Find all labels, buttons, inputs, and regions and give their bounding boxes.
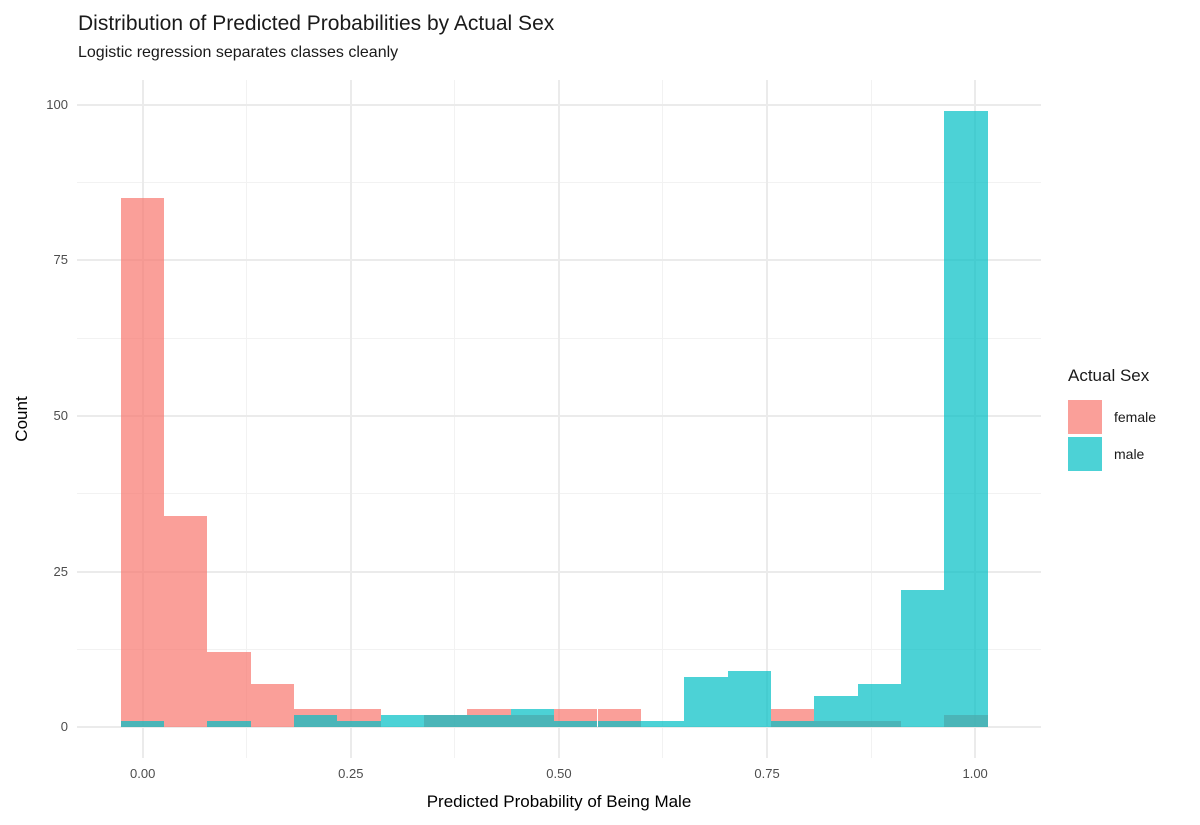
y-tick-label: 0 [60, 719, 68, 735]
gridline-x-major [557, 80, 560, 758]
gridline-x-minor [870, 80, 872, 758]
chart-title: Distribution of Predicted Probabilities … [78, 12, 555, 35]
legend-item-male: male [1068, 437, 1156, 471]
bar-male [770, 720, 815, 728]
bar-male [597, 720, 641, 728]
gridline-x-minor [246, 80, 248, 758]
bar-male [684, 677, 728, 728]
bar-male [337, 720, 381, 728]
bar-female [250, 683, 295, 728]
bar-male [727, 671, 771, 728]
bar-male [814, 696, 858, 728]
bar-male [944, 110, 988, 728]
bar-male [207, 720, 251, 728]
male-color-swatch [1068, 437, 1102, 471]
x-tick-label: 0.25 [338, 766, 364, 781]
y-axis-title: Count [12, 396, 31, 442]
bar-female [120, 197, 165, 728]
legend-title: Actual Sex [1068, 366, 1150, 385]
gridline-x-minor [454, 80, 456, 758]
y-tick-label: 25 [53, 563, 68, 579]
bar-male [424, 714, 468, 728]
y-tick-label: 50 [53, 407, 68, 423]
bar-male [554, 720, 598, 728]
gridline-x-major [349, 80, 352, 758]
plot-panel [77, 80, 1041, 758]
legend-label-male: male [1114, 446, 1145, 462]
bar-male [510, 708, 555, 728]
bar-male [857, 683, 901, 728]
x-axis-title: Predicted Probability of Being Male [426, 792, 692, 811]
bar-male [120, 720, 165, 728]
bar-male [467, 714, 511, 728]
bar-male [900, 590, 945, 728]
gridline-x-major [766, 80, 769, 758]
legend-label-female: female [1114, 409, 1157, 425]
legend-item-female: female [1068, 400, 1156, 434]
chart-subtitle: Logistic regression separates classes cl… [78, 44, 399, 61]
bar-male [380, 714, 425, 728]
x-tick-label: 0.00 [130, 766, 156, 781]
bar-female [164, 515, 208, 728]
x-tick-label: 0.75 [754, 766, 780, 781]
legend: Actual Sex female male [1068, 366, 1156, 474]
female-color-swatch [1068, 400, 1102, 434]
bar-male [640, 720, 685, 728]
y-tick-label: 100 [46, 96, 68, 112]
gridline-x-minor [662, 80, 664, 758]
bar-male [294, 714, 338, 728]
y-tick-label: 75 [53, 252, 68, 268]
bar-female [207, 652, 251, 728]
x-tick-label: 0.50 [546, 766, 572, 781]
x-tick-label: 1.00 [962, 766, 988, 781]
